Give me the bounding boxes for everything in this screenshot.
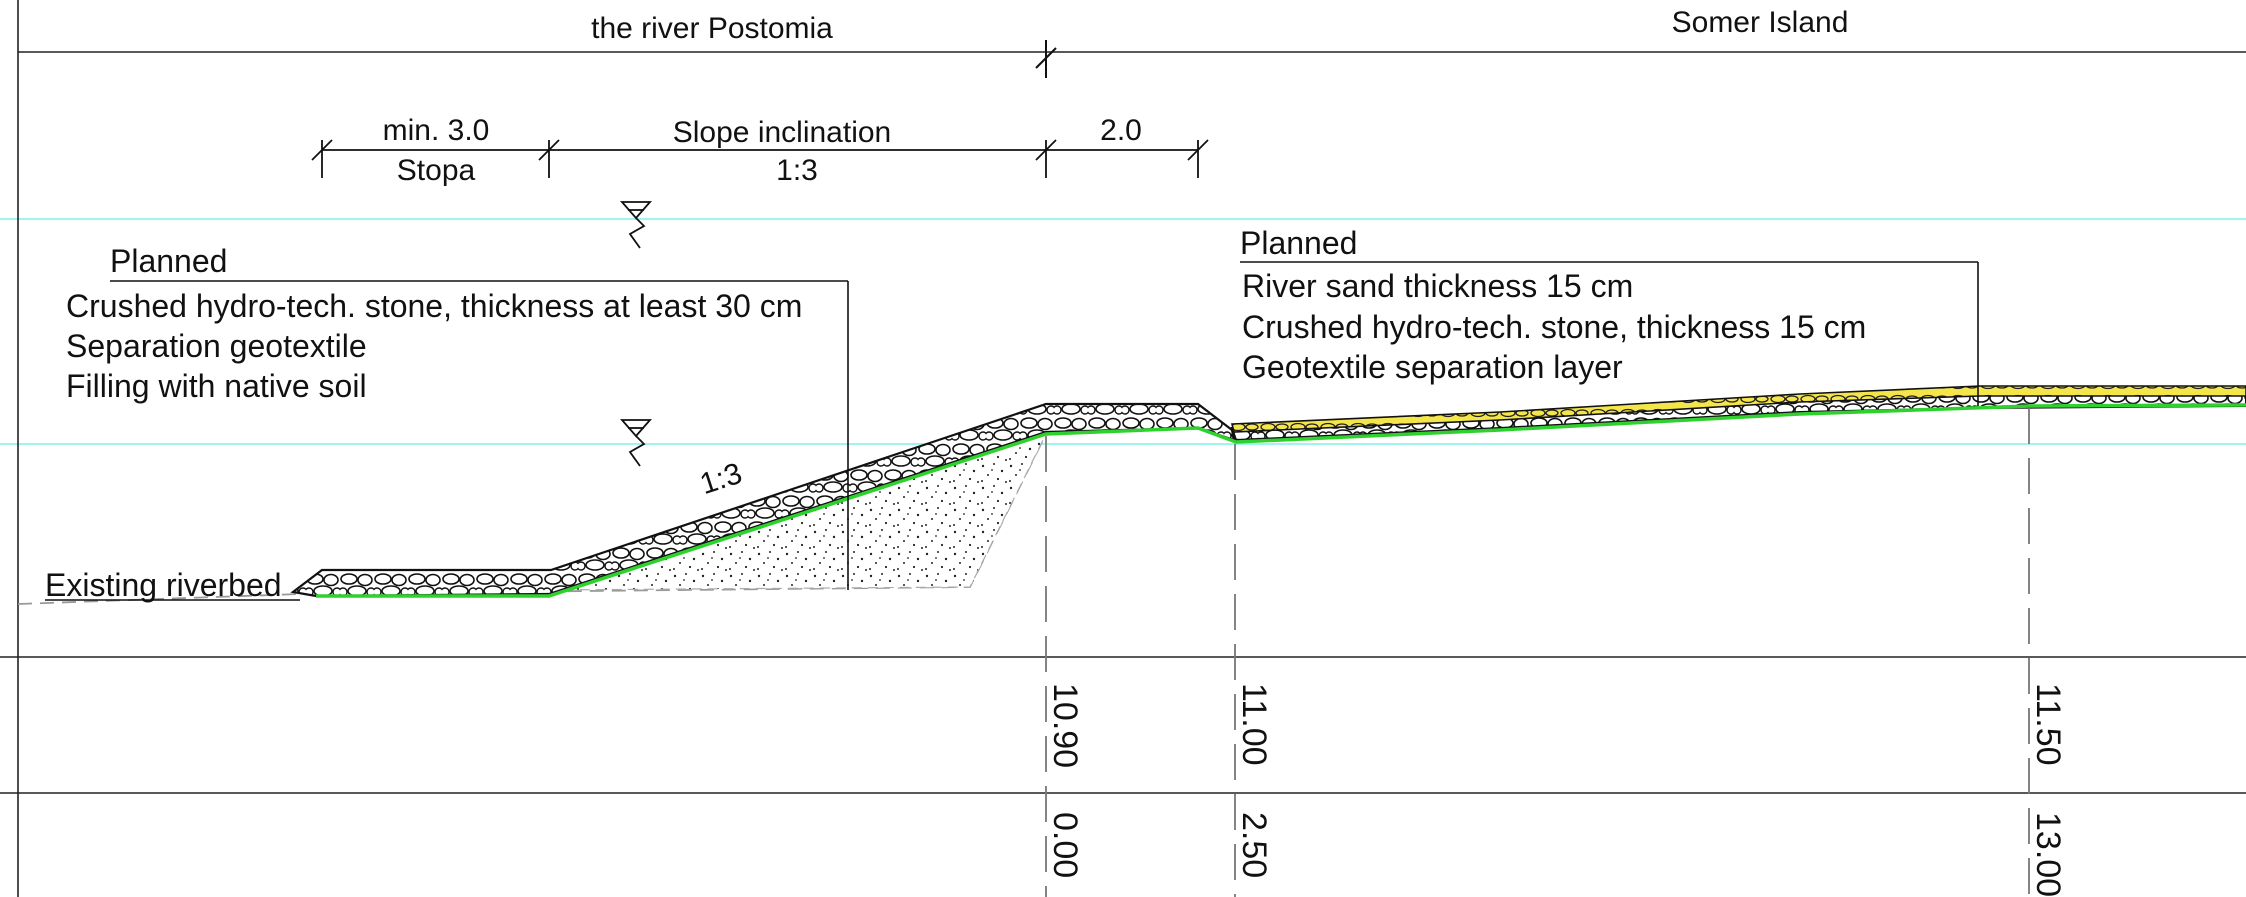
dimension-chain xyxy=(311,139,1209,178)
berm-name-label: Stopa xyxy=(397,154,476,187)
left-callout-line-1: Crushed hydro-tech. stone, thickness at … xyxy=(66,288,802,324)
right-callout-line-2: Crushed hydro-tech. stone, thickness 15 … xyxy=(1242,309,1866,345)
header-divider-tick xyxy=(1035,40,1057,78)
station-distance-2: 2.50 xyxy=(1235,812,1273,878)
station-elevation-1: 10.90 xyxy=(1046,683,1084,768)
existing-riverbed-label: Existing riverbed xyxy=(45,567,282,603)
right-callout-line-3: Geotextile separation layer xyxy=(1242,349,1623,385)
left-callout-title: Planned xyxy=(110,243,227,279)
station-distance-1: 0.00 xyxy=(1046,812,1084,878)
water-level-symbol-upper xyxy=(620,201,652,249)
station-elevation-3: 11.50 xyxy=(2029,683,2067,766)
station-lines xyxy=(1045,408,2030,897)
right-callout-title: Planned xyxy=(1240,225,1357,261)
water-level-symbol-lower xyxy=(620,419,652,467)
berm-width-label: min. 3.0 xyxy=(383,114,490,147)
river-name-label: the river Postomia xyxy=(591,12,833,45)
left-callout-line-2: Separation geotextile xyxy=(66,328,367,364)
slope-inclination-label: Slope inclination xyxy=(673,116,891,149)
crest-width-label: 2.0 xyxy=(1100,114,1142,147)
left-callout-line-3: Filling with native soil xyxy=(66,368,367,404)
station-elevation-2: 11.00 xyxy=(1235,683,1273,766)
right-callout-line-1: River sand thickness 15 cm xyxy=(1242,268,1633,304)
slope-ratio-dimension-label: 1:3 xyxy=(776,154,818,187)
slope-ratio-annotation: 1:3 xyxy=(696,457,746,501)
river-sand-layer xyxy=(1230,385,2246,433)
island-name-label: Somer Island xyxy=(1672,6,1849,39)
left-callout-leader xyxy=(110,280,849,590)
right-callout-leader xyxy=(1240,261,1979,406)
station-distance-3: 13.00 xyxy=(2029,812,2067,897)
geotextile-line xyxy=(316,403,2246,598)
